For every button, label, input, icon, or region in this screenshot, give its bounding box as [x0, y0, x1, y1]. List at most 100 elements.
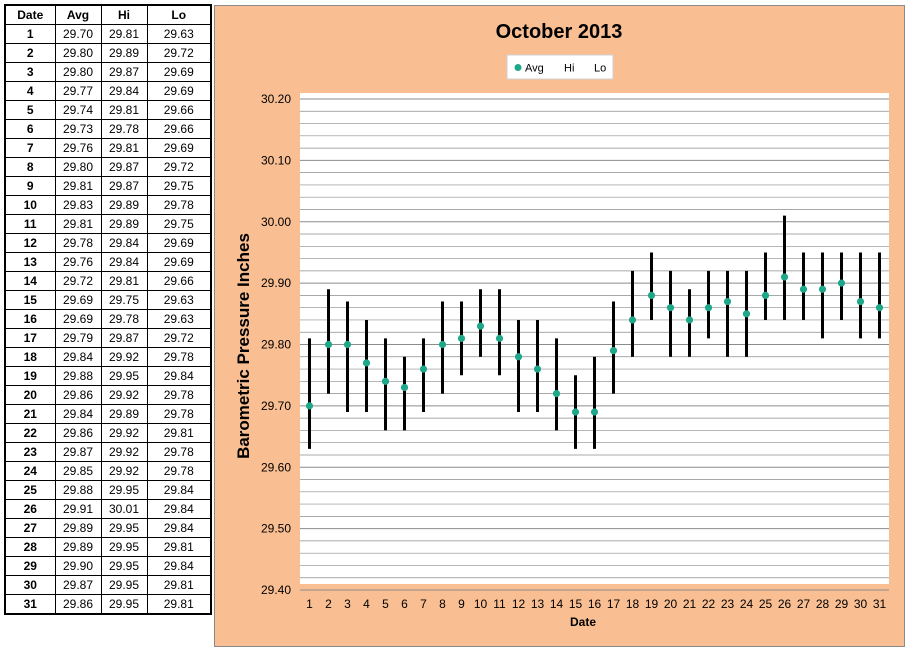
header-hi[interactable]: Hi	[100, 4, 148, 25]
cell-lo[interactable]: 29.75	[146, 214, 212, 234]
cell-avg[interactable]: 29.74	[54, 100, 102, 120]
cell-hi[interactable]: 29.89	[100, 195, 148, 215]
cell-date[interactable]: 19	[4, 366, 56, 386]
cell-avg[interactable]: 29.90	[54, 556, 102, 576]
cell-date[interactable]: 2	[4, 43, 56, 63]
cell-date[interactable]: 11	[4, 214, 56, 234]
header-lo[interactable]: Lo	[146, 4, 212, 25]
cell-date[interactable]: 15	[4, 290, 56, 310]
cell-date[interactable]: 20	[4, 385, 56, 405]
cell-date[interactable]: 7	[4, 138, 56, 158]
cell-hi[interactable]: 29.95	[100, 366, 148, 386]
cell-hi[interactable]: 29.84	[100, 252, 148, 272]
cell-hi[interactable]: 29.81	[100, 271, 148, 291]
cell-date[interactable]: 27	[4, 518, 56, 538]
cell-lo[interactable]: 29.84	[146, 480, 212, 500]
cell-date[interactable]: 1	[4, 24, 56, 44]
cell-lo[interactable]: 29.81	[146, 423, 212, 443]
cell-avg[interactable]: 29.87	[54, 442, 102, 462]
cell-date[interactable]: 26	[4, 499, 56, 519]
cell-lo[interactable]: 29.69	[146, 81, 212, 101]
cell-lo[interactable]: 29.63	[146, 290, 212, 310]
cell-date[interactable]: 12	[4, 233, 56, 253]
cell-hi[interactable]: 29.92	[100, 385, 148, 405]
cell-lo[interactable]: 29.63	[146, 309, 212, 329]
cell-date[interactable]: 22	[4, 423, 56, 443]
cell-avg[interactable]: 29.83	[54, 195, 102, 215]
cell-lo[interactable]: 29.84	[146, 518, 212, 538]
cell-lo[interactable]: 29.84	[146, 499, 212, 519]
cell-hi[interactable]: 29.84	[100, 81, 148, 101]
cell-hi[interactable]: 29.95	[100, 556, 148, 576]
cell-lo[interactable]: 29.81	[146, 537, 212, 557]
cell-avg[interactable]: 29.84	[54, 404, 102, 424]
cell-hi[interactable]: 29.89	[100, 214, 148, 234]
cell-hi[interactable]: 29.81	[100, 138, 148, 158]
cell-avg[interactable]: 29.76	[54, 252, 102, 272]
chart-panel[interactable]: October 2013 Avg Hi Lo 29.40 29.50 29.60 29…	[214, 5, 905, 647]
cell-hi[interactable]: 30.01	[100, 499, 148, 519]
header-date[interactable]: Date	[4, 4, 56, 25]
cell-lo[interactable]: 29.84	[146, 556, 212, 576]
cell-hi[interactable]: 29.92	[100, 442, 148, 462]
cell-hi[interactable]: 29.92	[100, 423, 148, 443]
cell-avg[interactable]: 29.80	[54, 43, 102, 63]
cell-avg[interactable]: 29.70	[54, 24, 102, 44]
cell-lo[interactable]: 29.78	[146, 195, 212, 215]
cell-hi[interactable]: 29.95	[100, 575, 148, 595]
cell-lo[interactable]: 29.81	[146, 575, 212, 595]
cell-hi[interactable]: 29.81	[100, 24, 148, 44]
cell-avg[interactable]: 29.86	[54, 423, 102, 443]
cell-date[interactable]: 24	[4, 461, 56, 481]
cell-date[interactable]: 29	[4, 556, 56, 576]
cell-lo[interactable]: 29.66	[146, 271, 212, 291]
cell-lo[interactable]: 29.69	[146, 252, 212, 272]
cell-lo[interactable]: 29.78	[146, 461, 212, 481]
cell-date[interactable]: 21	[4, 404, 56, 424]
cell-avg[interactable]: 29.81	[54, 214, 102, 234]
cell-hi[interactable]: 29.78	[100, 119, 148, 139]
cell-hi[interactable]: 29.87	[100, 62, 148, 82]
cell-date[interactable]: 17	[4, 328, 56, 348]
cell-lo[interactable]: 29.66	[146, 100, 212, 120]
cell-date[interactable]: 18	[4, 347, 56, 367]
cell-date[interactable]: 6	[4, 119, 56, 139]
cell-date[interactable]: 9	[4, 176, 56, 196]
cell-avg[interactable]: 29.84	[54, 347, 102, 367]
cell-hi[interactable]: 29.87	[100, 328, 148, 348]
cell-avg[interactable]: 29.76	[54, 138, 102, 158]
cell-avg[interactable]: 29.88	[54, 366, 102, 386]
cell-avg[interactable]: 29.86	[54, 594, 102, 615]
cell-avg[interactable]: 29.69	[54, 309, 102, 329]
cell-avg[interactable]: 29.85	[54, 461, 102, 481]
cell-date[interactable]: 10	[4, 195, 56, 215]
cell-date[interactable]: 30	[4, 575, 56, 595]
cell-lo[interactable]: 29.78	[146, 385, 212, 405]
cell-hi[interactable]: 29.92	[100, 347, 148, 367]
cell-date[interactable]: 8	[4, 157, 56, 177]
cell-lo[interactable]: 29.72	[146, 157, 212, 177]
cell-date[interactable]: 13	[4, 252, 56, 272]
cell-avg[interactable]: 29.78	[54, 233, 102, 253]
cell-avg[interactable]: 29.73	[54, 119, 102, 139]
cell-lo[interactable]: 29.81	[146, 594, 212, 615]
cell-hi[interactable]: 29.95	[100, 537, 148, 557]
cell-hi[interactable]: 29.75	[100, 290, 148, 310]
cell-lo[interactable]: 29.72	[146, 328, 212, 348]
cell-hi[interactable]: 29.84	[100, 233, 148, 253]
cell-hi[interactable]: 29.81	[100, 100, 148, 120]
cell-avg[interactable]: 29.89	[54, 518, 102, 538]
cell-hi[interactable]: 29.95	[100, 480, 148, 500]
cell-avg[interactable]: 29.81	[54, 176, 102, 196]
cell-lo[interactable]: 29.72	[146, 43, 212, 63]
cell-hi[interactable]: 29.89	[100, 404, 148, 424]
cell-hi[interactable]: 29.95	[100, 518, 148, 538]
cell-avg[interactable]: 29.87	[54, 575, 102, 595]
cell-date[interactable]: 4	[4, 81, 56, 101]
cell-lo[interactable]: 29.69	[146, 62, 212, 82]
cell-date[interactable]: 3	[4, 62, 56, 82]
cell-avg[interactable]: 29.88	[54, 480, 102, 500]
cell-lo[interactable]: 29.75	[146, 176, 212, 196]
cell-avg[interactable]: 29.72	[54, 271, 102, 291]
cell-date[interactable]: 25	[4, 480, 56, 500]
